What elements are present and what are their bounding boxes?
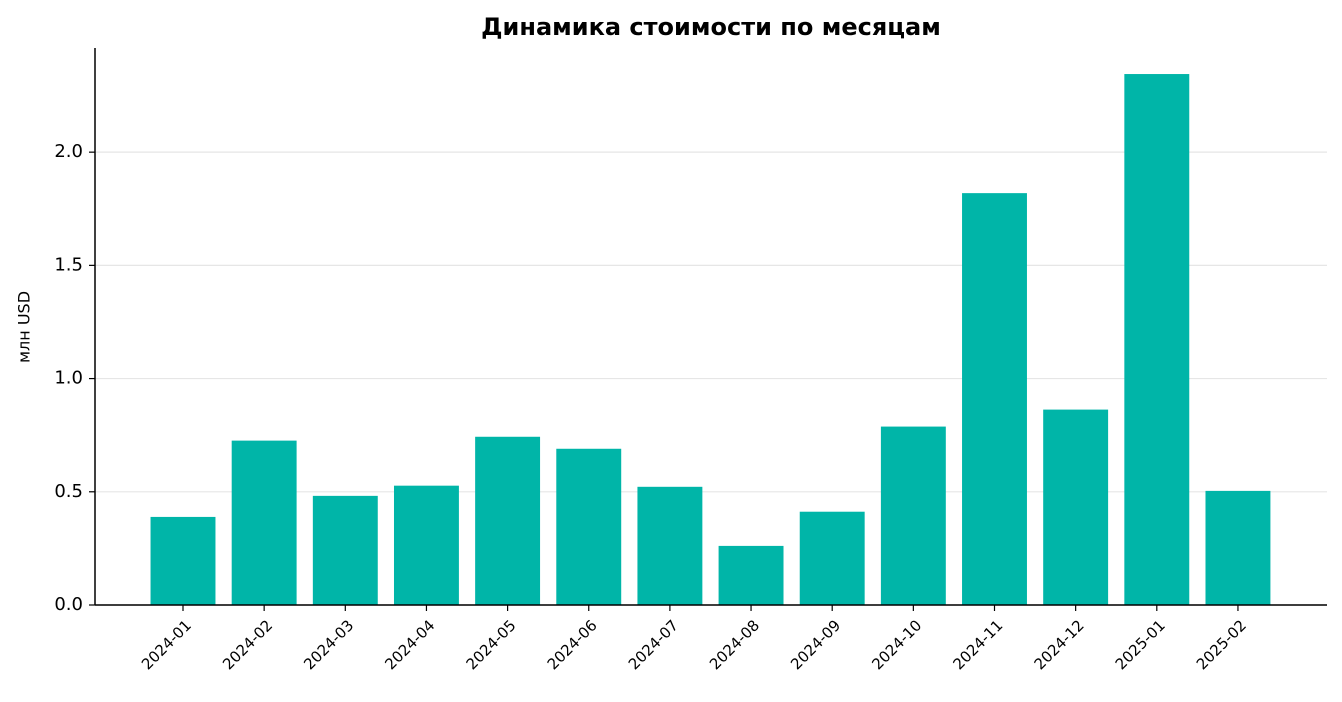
x-tick-label: 2024-09 — [787, 616, 844, 673]
x-tick-label: 2025-01 — [1112, 616, 1169, 673]
bar — [1205, 490, 1271, 605]
x-tick-label: 2024-05 — [463, 616, 520, 673]
x-tick-label: 2024-06 — [544, 616, 601, 673]
x-tick-label: 2024-11 — [949, 616, 1006, 673]
bar — [962, 193, 1027, 605]
bar — [150, 516, 216, 605]
x-tick-label: 2024-12 — [1031, 616, 1088, 673]
bar — [637, 486, 703, 605]
x-tick-label: 2024-02 — [219, 616, 276, 673]
x-tick-label: 2025-02 — [1193, 616, 1250, 673]
bar — [475, 436, 541, 605]
bar — [393, 485, 459, 605]
x-tick-label: 2024-10 — [868, 616, 925, 673]
bar — [1043, 409, 1109, 605]
x-tick-label: 2024-07 — [625, 616, 682, 673]
bar — [312, 495, 378, 605]
bar — [799, 511, 865, 605]
x-tick-label: 2024-04 — [381, 616, 438, 673]
bar — [718, 545, 784, 605]
bar — [556, 448, 622, 605]
y-tick-label: 0.5 — [54, 481, 83, 502]
x-tick-label: 2024-01 — [138, 616, 195, 673]
chart-title: Динамика стоимости по месяцам — [481, 13, 941, 41]
x-tick-label: 2024-08 — [706, 616, 763, 673]
bar — [1124, 74, 1190, 605]
x-tick-label: 2024-03 — [300, 616, 357, 673]
y-tick-label: 1.0 — [54, 368, 83, 389]
bar — [231, 440, 297, 605]
bar — [880, 426, 946, 605]
y-tick-label: 1.5 — [54, 254, 83, 275]
y-tick-label: 2.0 — [54, 141, 83, 162]
y-axis-label: млн USD — [15, 291, 34, 363]
y-tick-label: 0.0 — [54, 594, 83, 615]
